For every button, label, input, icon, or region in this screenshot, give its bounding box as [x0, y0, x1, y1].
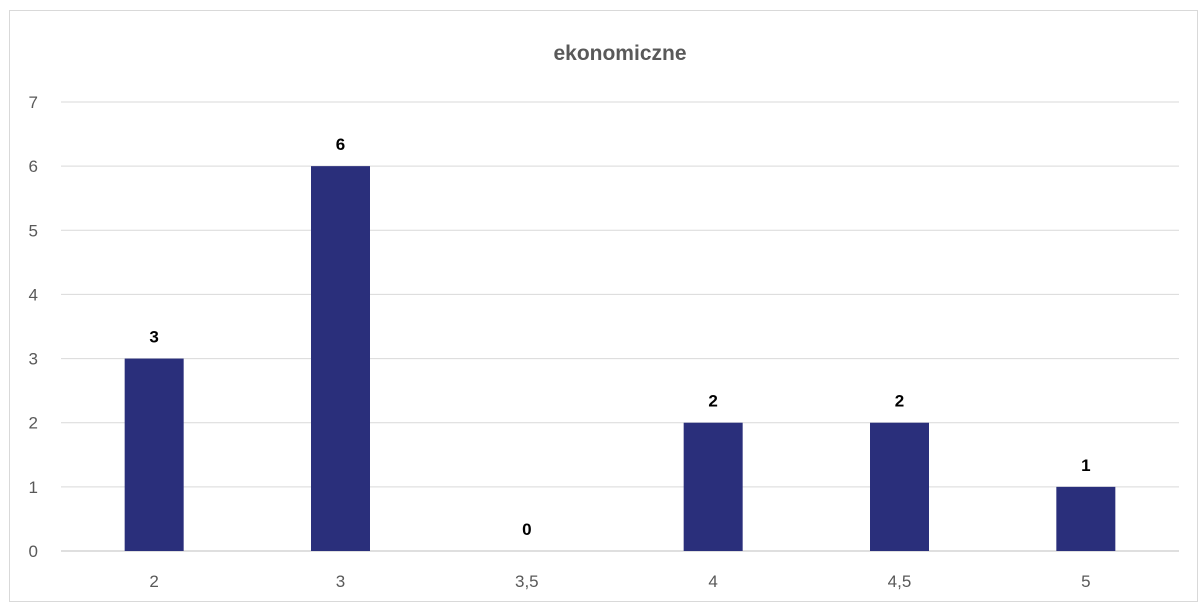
y-tick-label: 4	[29, 285, 38, 304]
x-axis-tick-labels: 2 3 3,5 4 4,5 5	[149, 572, 1090, 591]
data-label: 2	[895, 392, 904, 411]
chart-title: ekonomiczne	[553, 42, 686, 65]
x-tick-label: 4	[708, 572, 717, 591]
x-tick-label: 3	[336, 572, 345, 591]
data-label: 6	[336, 135, 345, 154]
bar	[1056, 486, 1116, 551]
y-tick-label: 1	[29, 478, 38, 497]
bar	[311, 166, 370, 551]
y-axis-tick-labels: 0 1 2 3 4 5 6 7	[29, 93, 38, 561]
chart-frame	[9, 10, 1198, 602]
x-tick-label: 3,5	[515, 572, 539, 591]
data-label: 3	[149, 328, 158, 347]
gridlines	[61, 101, 1179, 552]
x-tick-label: 4,5	[888, 572, 912, 591]
data-label: 1	[1081, 456, 1090, 475]
bar	[870, 422, 929, 551]
data-labels: 3 6 0 2 2 1	[149, 135, 1090, 539]
y-tick-label: 2	[29, 414, 38, 433]
bar	[124, 358, 184, 551]
y-tick-label: 3	[29, 350, 38, 369]
x-tick-label: 2	[149, 572, 158, 591]
y-tick-label: 0	[29, 542, 38, 561]
y-tick-label: 6	[29, 157, 38, 176]
data-label: 2	[708, 392, 717, 411]
bars	[124, 166, 1116, 551]
y-tick-label: 7	[29, 93, 38, 112]
data-label: 0	[522, 520, 531, 539]
x-tick-label: 5	[1081, 572, 1090, 591]
y-tick-label: 5	[29, 221, 38, 240]
bar	[683, 422, 743, 551]
